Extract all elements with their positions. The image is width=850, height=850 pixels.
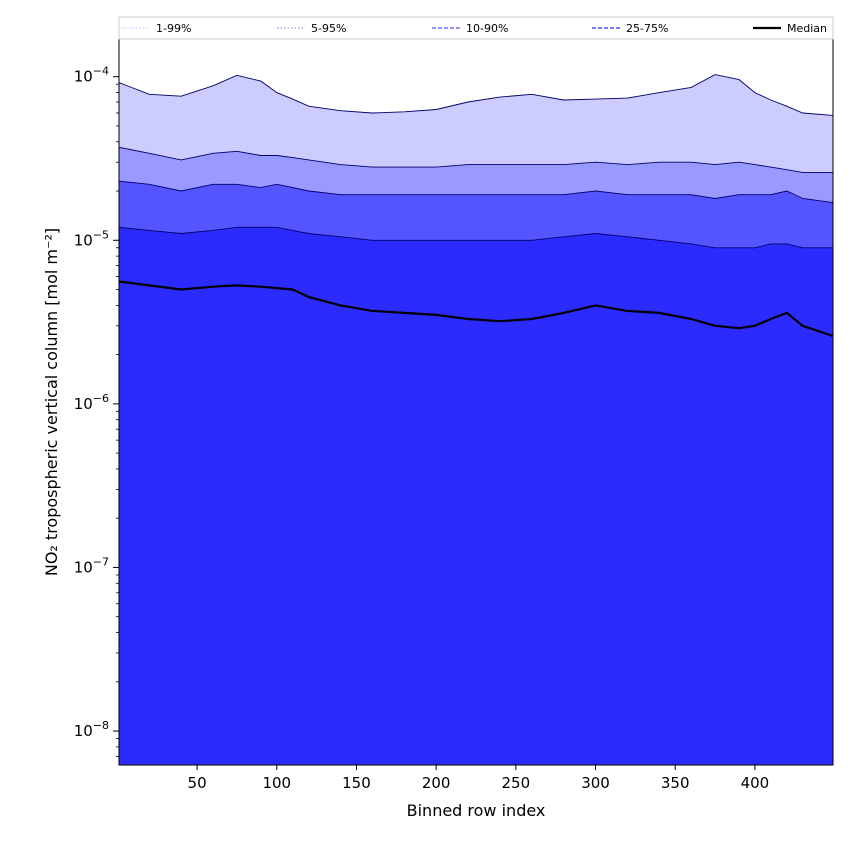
x-tick-label-200: 200 xyxy=(422,774,451,792)
y-tick-label-4: 10−4 xyxy=(74,65,109,86)
y-tick-base: 10 xyxy=(74,722,93,740)
x-tick-label-50: 50 xyxy=(188,774,207,792)
y-tick-base: 10 xyxy=(74,395,93,413)
y-tick-label-3: 10−5 xyxy=(74,228,109,249)
x-axis: 50 100 150 200 250 300 350 400 xyxy=(188,765,770,792)
band-upper-edge-5-95 xyxy=(118,146,833,173)
band-upper-edge-25-75 xyxy=(118,226,833,249)
y-tick-exponent: −6 xyxy=(93,392,109,405)
band-upper-edge-1-99 xyxy=(118,74,834,116)
y-tick-exponent: −7 xyxy=(93,555,109,568)
x-tick-label-300: 300 xyxy=(581,774,610,792)
y-axis-label: NO₂ tropospheric vertical column [mol m⁻… xyxy=(42,228,61,576)
x-tick-label-150: 150 xyxy=(342,774,371,792)
legend-frame xyxy=(118,16,834,40)
legend-label-5-95: 5-95% xyxy=(311,22,346,35)
band-25-75 xyxy=(119,227,833,766)
x-tick-label-250: 250 xyxy=(502,774,531,792)
y-tick-label-2: 10−6 xyxy=(74,392,109,413)
legend-label-10-90: 10-90% xyxy=(466,22,508,35)
y-tick-base: 10 xyxy=(74,558,93,576)
x-axis-label: Binned row index xyxy=(407,801,546,820)
median-layer xyxy=(118,280,834,338)
y-axis: 10−810−710−610−510−4 xyxy=(74,65,119,757)
band-upper-edge-10-90 xyxy=(118,180,834,204)
legend-label-Median: Median xyxy=(787,22,827,35)
y-tick-exponent: −5 xyxy=(93,228,109,241)
y-tick-base: 10 xyxy=(74,231,93,249)
x-tick-label-350: 350 xyxy=(661,774,690,792)
x-tick-label-400: 400 xyxy=(741,774,770,792)
y-tick-label-1: 10−7 xyxy=(74,555,109,576)
y-tick-base: 10 xyxy=(74,68,93,86)
percentile-bands xyxy=(118,74,834,766)
y-tick-exponent: −4 xyxy=(93,65,109,78)
median-line xyxy=(118,280,834,338)
x-tick-label-100: 100 xyxy=(262,774,291,792)
y-tick-exponent: −8 xyxy=(93,719,109,732)
y-tick-label-0: 10−8 xyxy=(74,719,109,740)
legend-label-25-75: 25-75% xyxy=(626,22,668,35)
legend-label-1-99: 1-99% xyxy=(156,22,191,35)
legend: 1-99% 5-95% 10-90% 25-75% Median xyxy=(118,16,834,40)
